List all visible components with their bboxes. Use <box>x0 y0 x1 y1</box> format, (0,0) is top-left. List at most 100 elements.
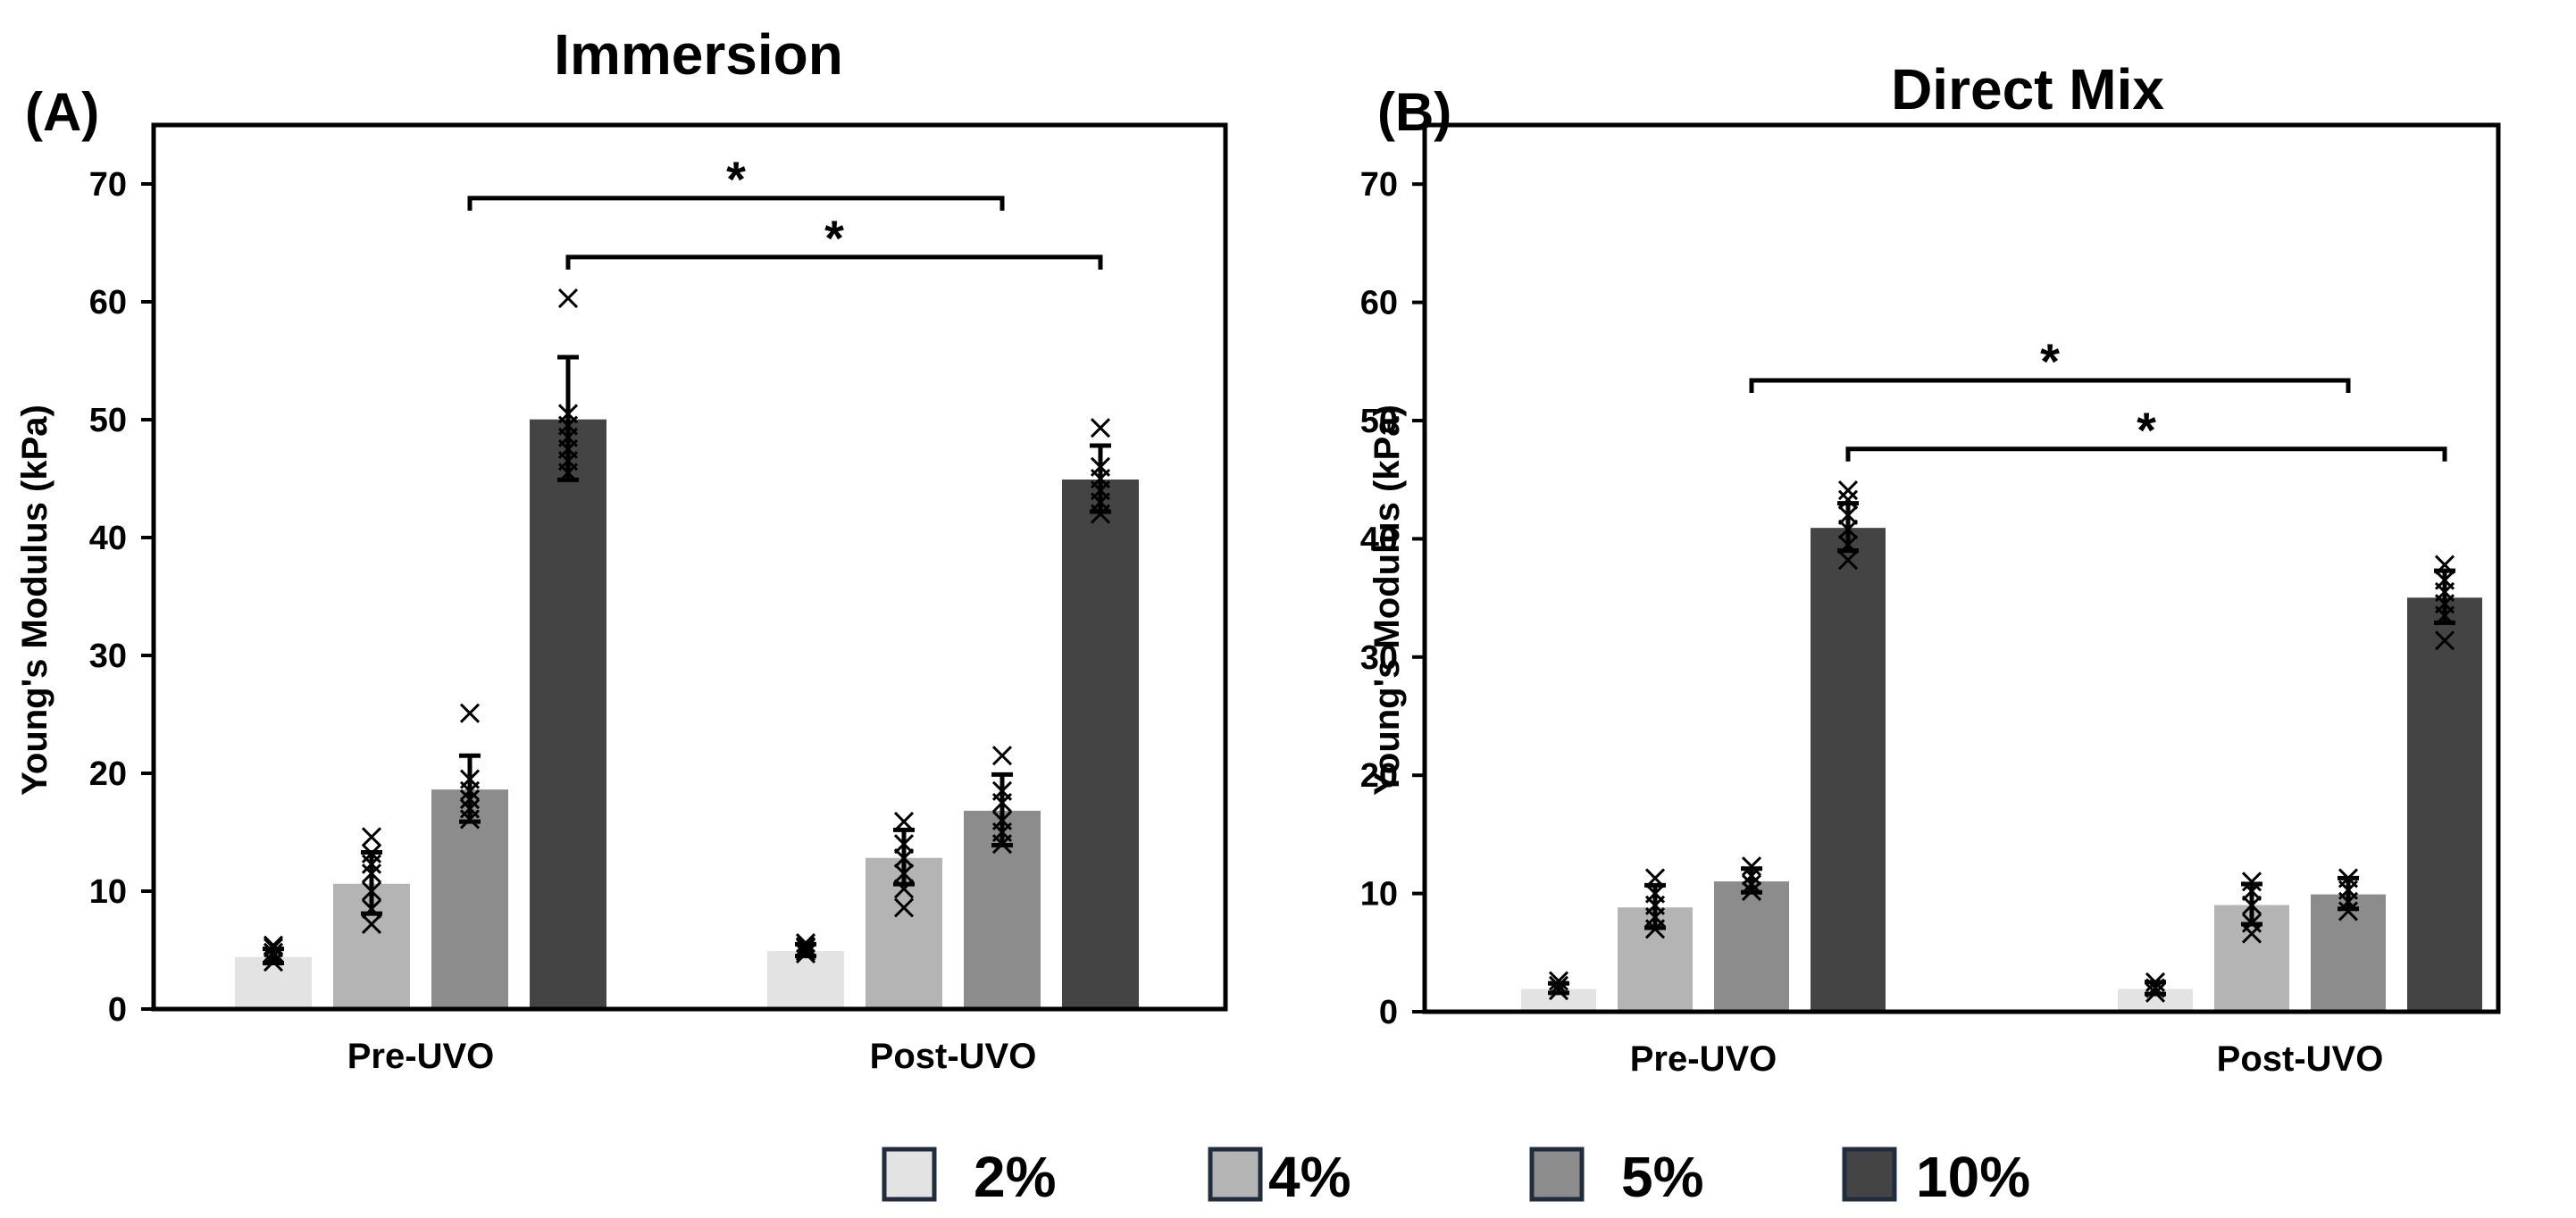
bar-b-pre-uvo-5pct <box>1712 880 1791 1014</box>
legend-label-10: 10% <box>1916 1145 2030 1209</box>
data-point-b-0-2-0 <box>1741 880 1762 902</box>
legend-label-4: 4% <box>1268 1145 1351 1209</box>
significance-bracket-a-1 <box>565 254 1103 270</box>
panel-b-plot: 0 10 20 30 40 50 60 70 Pre-UVO Post-UVO * * <box>1360 122 2501 1079</box>
panel-b-label: (B) <box>1377 82 1451 142</box>
ytick-label-b-50: 50 <box>1360 403 1398 440</box>
data-point-a-1-0-2 <box>795 933 816 954</box>
data-point-a-0-1-1 <box>361 898 382 919</box>
data-point-a-1-1-5 <box>893 812 915 832</box>
significance-star-b-1: * <box>2137 402 2156 458</box>
data-point-b-0-2-2 <box>1741 865 1762 886</box>
legend-label-2: 2% <box>974 1145 1057 1209</box>
data-point-b-1-2-3 <box>2338 868 2359 888</box>
significance-bracket-b-0 <box>1749 378 2351 393</box>
data-point-b-1-1-1 <box>2241 913 2262 933</box>
data-point-b-1-1-3 <box>2241 880 2262 902</box>
ytick-label-b-30: 30 <box>1360 639 1398 677</box>
ytick-label-b-60: 60 <box>1360 285 1398 322</box>
data-point-a-0-2-1 <box>459 798 481 819</box>
data-point-a-0-1-2 <box>361 880 382 902</box>
data-point-a-1-2-5 <box>991 746 1013 766</box>
data-point-b-1-1-4 <box>2241 872 2262 892</box>
data-point-a-1-2-2 <box>991 810 1013 830</box>
panel-b-ylabel: Young's Modulus (kPa) <box>1367 405 1407 796</box>
legend-swatch-5 <box>1529 1147 1585 1202</box>
data-point-b-1-3-5 <box>2434 555 2455 575</box>
data-point-a-0-3-5 <box>557 404 579 424</box>
legend-swatch-10 <box>1842 1147 1897 1202</box>
data-point-b-0-3-5 <box>1837 480 1859 501</box>
significance-bracket-a-0 <box>467 196 1005 211</box>
data-point-b-0-0-2 <box>1548 971 1569 991</box>
data-point-a-1-3-4 <box>1090 456 1111 477</box>
panel-a-plot: 0 10 20 30 40 50 60 70 Pre-UVO Post-UVO * * <box>89 122 1228 1076</box>
significance-bracket-b-1 <box>1845 446 2447 462</box>
ytick-label-a-40: 40 <box>89 520 127 557</box>
legend: 2% 4% 5% 10% <box>882 1145 2030 1209</box>
category-label-a-0: Pre-UVO <box>347 1037 495 1076</box>
ytick-label-b-0: 0 <box>1379 994 1398 1031</box>
significance-star-a-1: * <box>824 210 844 266</box>
data-point-b-0-3-1 <box>1837 534 1859 555</box>
data-point-a-0-0-4 <box>263 935 284 955</box>
data-point-a-0-0-3 <box>263 942 284 963</box>
data-point-a-1-1-4 <box>893 834 915 855</box>
plot-frame-b <box>1422 122 2501 1014</box>
data-point-a-0-1-5 <box>361 843 382 863</box>
data-point-b-0-3-2 <box>1837 519 1859 539</box>
data-point-a-0-1-6 <box>361 827 382 847</box>
bar-b-pre-uvo-10pct <box>1809 526 1887 1013</box>
data-point-b-0-3-3 <box>1837 505 1859 525</box>
data-point-b-1-3-4 <box>2434 570 2455 590</box>
data-point-a-0-1-3 <box>361 863 382 884</box>
ytick-label-a-0: 0 <box>108 991 127 1029</box>
data-point-a-1-1-1 <box>893 879 915 899</box>
data-point-b-1-1-2 <box>2241 895 2262 915</box>
data-point-b-1-2-0 <box>2338 901 2359 922</box>
data-point-a-1-0-3 <box>795 941 816 962</box>
bar-a-pre-uvo-10pct <box>528 417 608 1010</box>
data-point-a-0-1-0 <box>361 914 382 935</box>
significance-star-b-0: * <box>2040 333 2060 389</box>
panel-a-label: (A) <box>25 82 99 142</box>
data-point-a-1-0-4 <box>795 936 816 957</box>
plot-frame-a <box>151 122 1228 1012</box>
data-point-b-0-2-1 <box>1741 873 1762 895</box>
data-point-a-1-1-3 <box>893 847 915 869</box>
significance-star-a-0: * <box>726 151 746 207</box>
category-label-b-0: Pre-UVO <box>1630 1039 1777 1079</box>
bar-a-post-uvo-2pct <box>765 949 846 1010</box>
data-point-b-0-3-0 <box>1837 550 1859 571</box>
data-point-a-0-3-6 <box>557 288 579 309</box>
data-point-b-0-0-0 <box>1548 980 1569 1001</box>
legend-label-5: 5% <box>1621 1145 1704 1209</box>
data-point-a-1-3-5 <box>1090 418 1111 438</box>
data-point-b-0-3-4 <box>1837 489 1859 510</box>
data-point-a-1-2-4 <box>991 780 1013 801</box>
data-point-a-0-2-4 <box>459 769 481 789</box>
data-point-b-0-0-1 <box>1548 975 1569 996</box>
category-label-b-1: Post-UVO <box>2217 1039 2384 1079</box>
data-point-a-0-0-0 <box>263 952 284 972</box>
data-point-a-1-1-2 <box>893 863 915 884</box>
panel-a-title: Immersion <box>554 22 843 87</box>
ytick-label-a-20: 20 <box>89 755 127 793</box>
ytick-label-b-40: 40 <box>1360 521 1398 558</box>
ytick-label-a-10: 10 <box>89 873 127 911</box>
data-point-a-1-1-0 <box>893 897 915 918</box>
ytick-label-b-70: 70 <box>1360 166 1398 204</box>
ytick-label-a-30: 30 <box>89 638 127 675</box>
panel-a-ylabel: Young's Modulus (kPa) <box>15 405 54 796</box>
ytick-label-b-10: 10 <box>1360 876 1398 914</box>
data-point-b-0-2-3 <box>1741 856 1762 877</box>
ytick-label-a-50: 50 <box>89 402 127 439</box>
data-point-a-0-0-2 <box>263 938 284 958</box>
data-point-b-1-0-1 <box>2145 978 2166 998</box>
data-point-a-0-2-2 <box>459 788 481 810</box>
bar-b-post-uvo-10pct <box>2405 596 2484 1013</box>
category-label-a-1: Post-UVO <box>870 1037 1037 1076</box>
data-point-b-0-1-3 <box>1644 883 1666 904</box>
panel-b-title: Direct Mix <box>1891 57 2164 121</box>
